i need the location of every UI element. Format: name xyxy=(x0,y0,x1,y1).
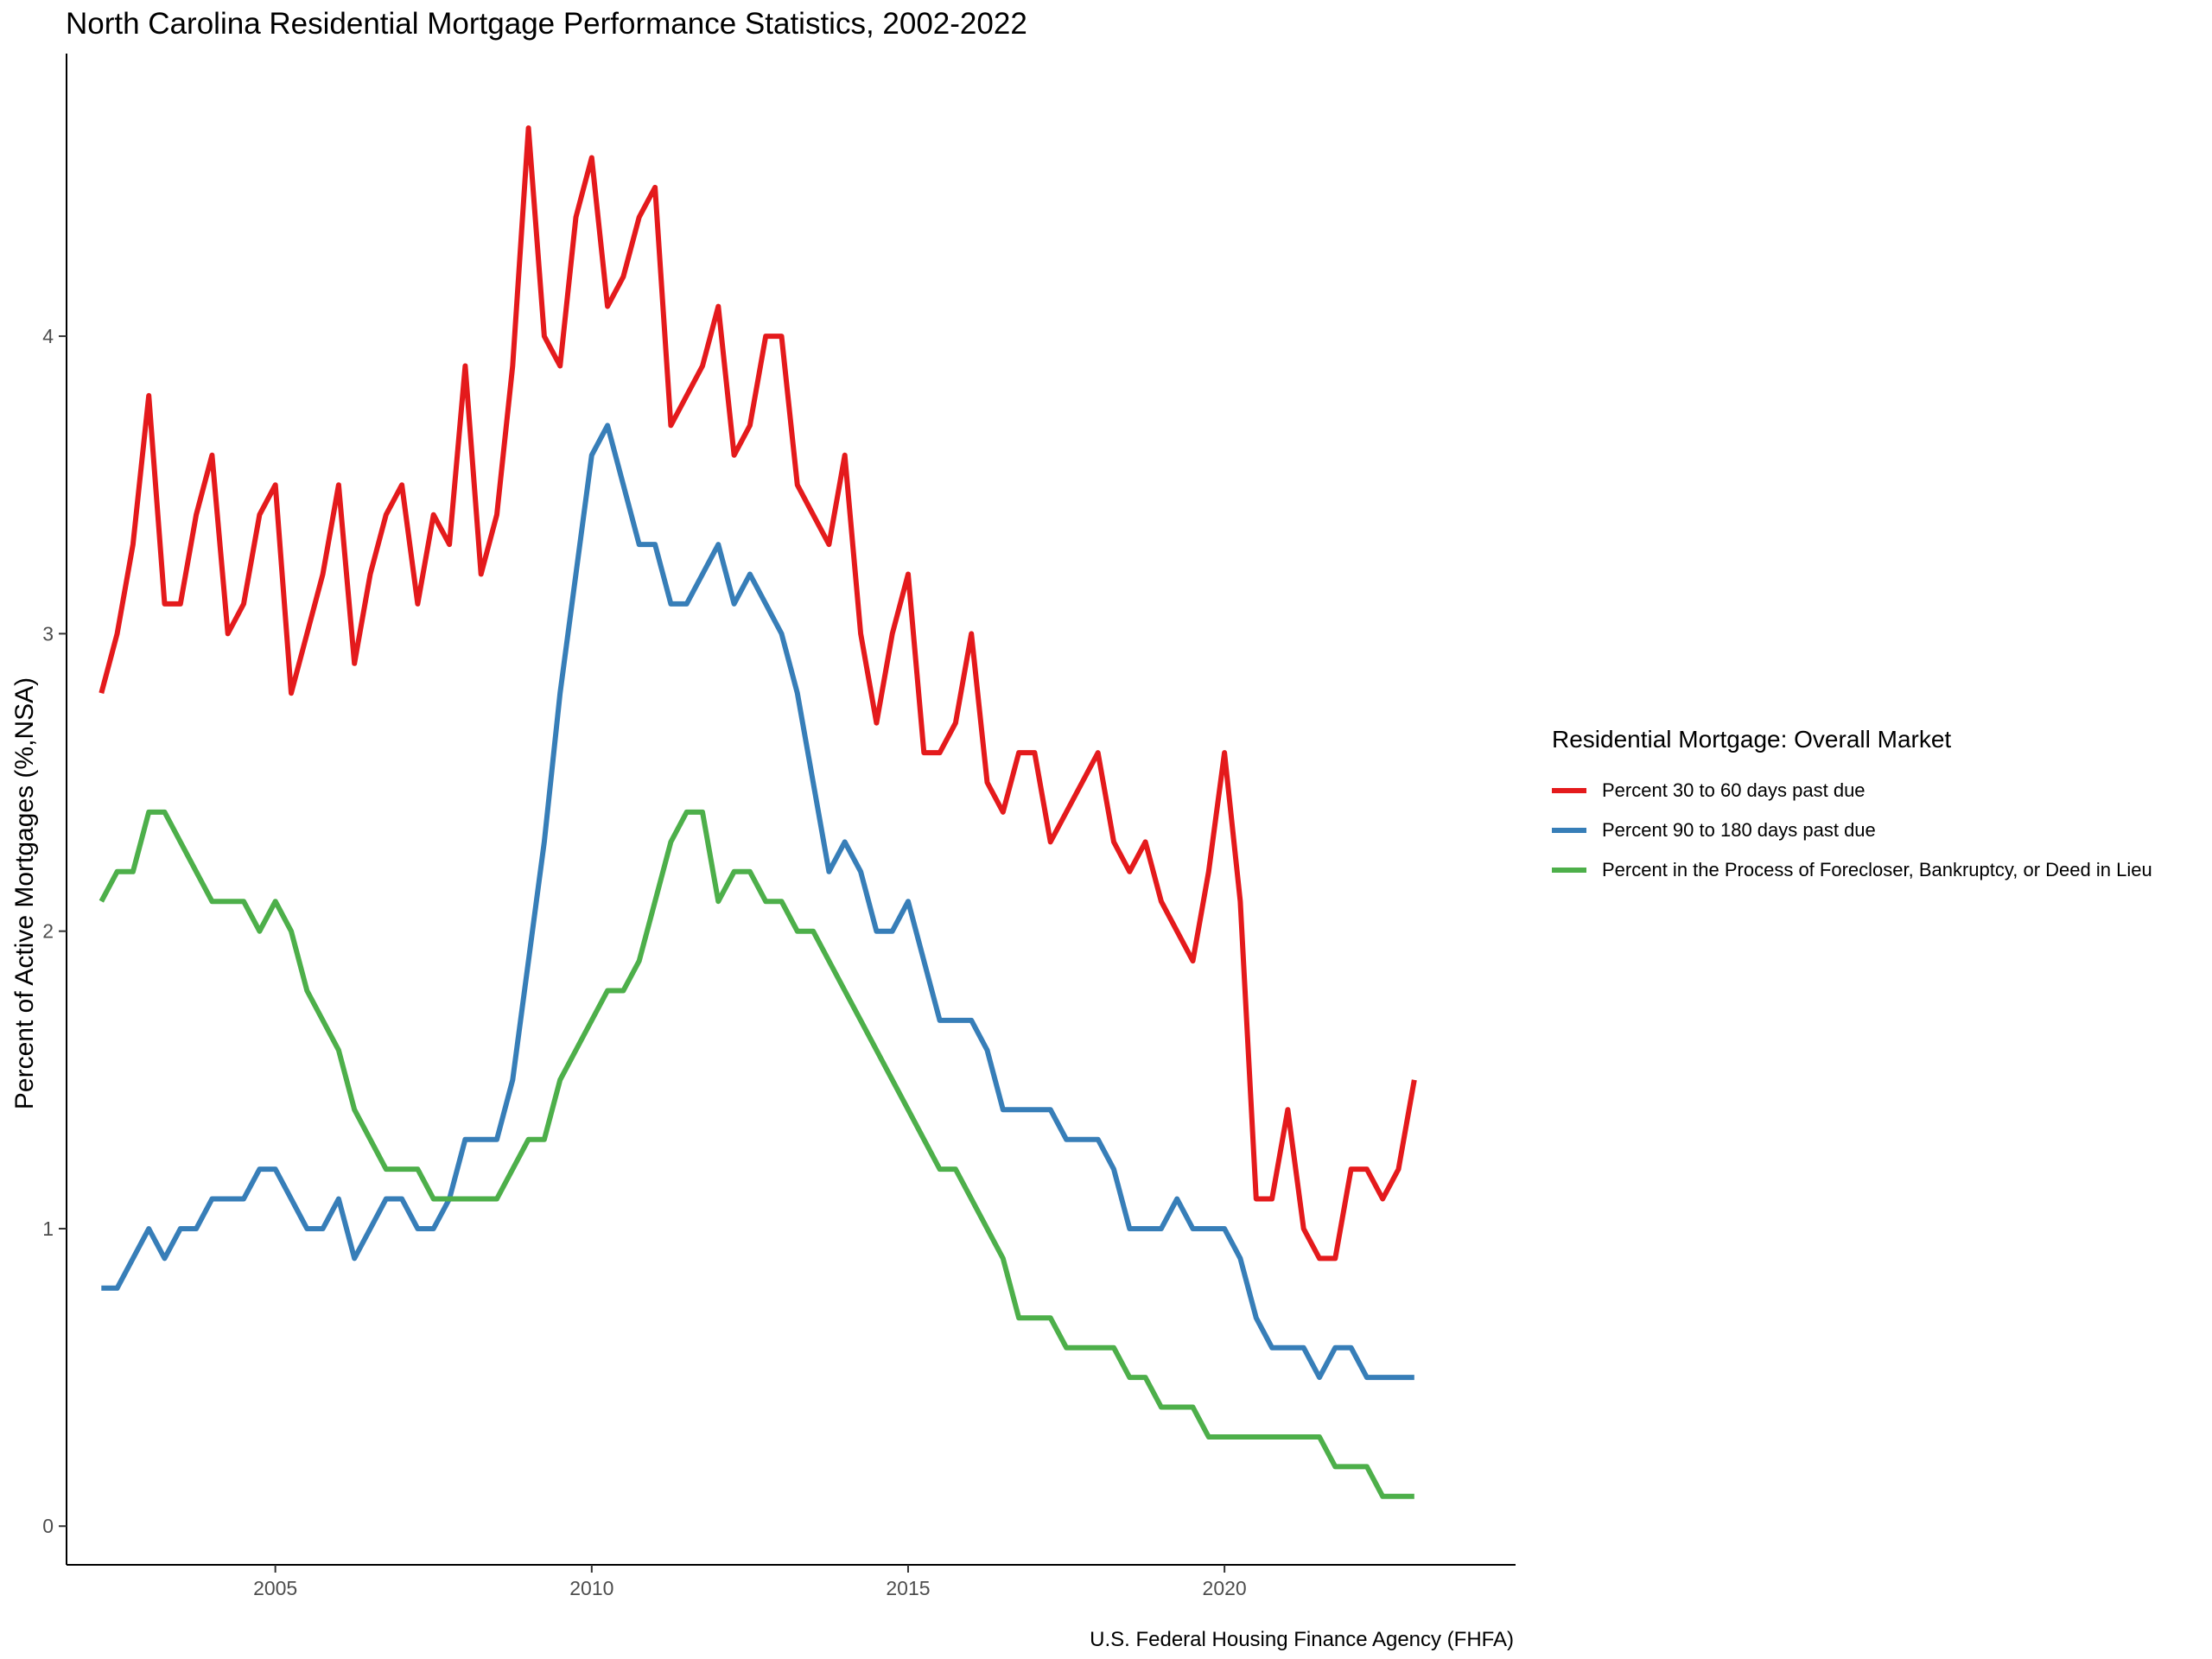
legend-key-30-60-days xyxy=(1552,788,1586,793)
series-line-percent-30-to-60-days-past-due xyxy=(99,125,1417,1262)
legend-key-90-180-days xyxy=(1552,828,1586,833)
legend-label-foreclosure: Percent in the Process of Forecloser, Ba… xyxy=(1602,859,2152,880)
y-axis: 0 1 2 3 4 xyxy=(42,54,67,1565)
plot-lines xyxy=(99,125,1417,1499)
x-tick-label: 2015 xyxy=(886,1577,930,1599)
y-tick-label: 3 xyxy=(42,622,54,645)
source-caption: U.S. Federal Housing Finance Agency (FHF… xyxy=(1090,1628,1514,1651)
y-axis-title: Percent of Active Mortgages (%,NSA) xyxy=(10,677,39,1109)
legend-item-foreclosure: Percent in the Process of Forecloser, Ba… xyxy=(1552,850,2152,890)
legend-label-30-60-days: Percent 30 to 60 days past due xyxy=(1602,779,1866,801)
y-tick-label: 2 xyxy=(42,920,54,943)
x-tick-label: 2005 xyxy=(253,1577,297,1599)
legend-title: Residential Mortgage: Overall Market xyxy=(1552,726,1952,753)
y-tick-label: 1 xyxy=(42,1217,54,1240)
series-line-percent-in-the-process-of-forecloser-bankruptcy-or-deed-in-lieu xyxy=(99,809,1414,1499)
y-tick-label: 0 xyxy=(42,1515,54,1537)
x-tick-label: 2010 xyxy=(569,1577,613,1599)
legend-item-90-180-days: Percent 90 to 180 days past due xyxy=(1552,810,2152,850)
x-axis: 2005 2010 2015 2020 xyxy=(67,1564,1516,1599)
legend: Residential Mortgage: Overall Market Per… xyxy=(1552,726,2152,890)
legend-item-30-60-days: Percent 30 to 60 days past due xyxy=(1552,771,2152,810)
series-line-percent-90-to-180-days-past-due xyxy=(101,423,1414,1381)
x-tick-label: 2020 xyxy=(1203,1577,1247,1599)
y-tick-label: 4 xyxy=(42,325,54,347)
legend-key-foreclosure xyxy=(1552,868,1586,873)
legend-label-90-180-days: Percent 90 to 180 days past due xyxy=(1602,819,1876,841)
chart-title: North Carolina Residential Mortgage Perf… xyxy=(66,7,1027,41)
